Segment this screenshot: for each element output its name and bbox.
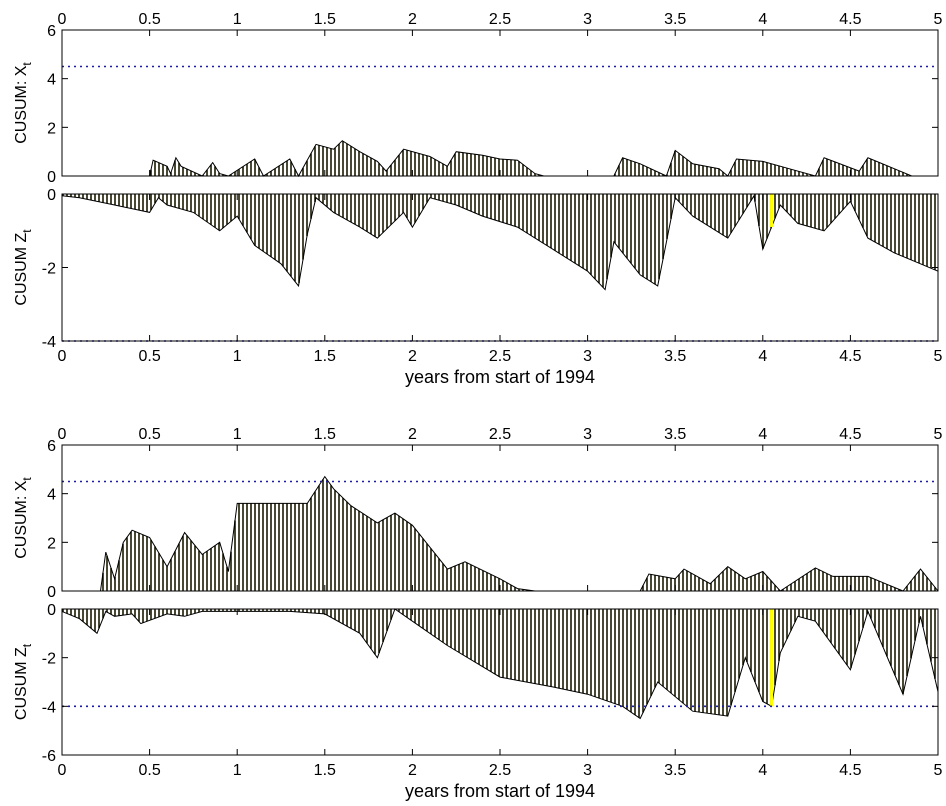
y-tick-label: 0 bbox=[47, 602, 56, 619]
x-tick-label: 0 bbox=[58, 762, 67, 779]
x-tick-label: 0.5 bbox=[138, 348, 160, 365]
cusum-line bbox=[62, 475, 939, 592]
y-tick-label: -6 bbox=[42, 748, 56, 765]
x-tick-label: 3 bbox=[583, 762, 592, 779]
x-tick-label: 0 bbox=[58, 11, 67, 28]
x-tick-label: 2 bbox=[408, 762, 417, 779]
y-tick-label: -2 bbox=[42, 651, 56, 668]
y-tick-label: 0 bbox=[47, 169, 56, 186]
x-tick-label: 4.5 bbox=[839, 762, 861, 779]
y-tick-label: 2 bbox=[47, 120, 56, 137]
y-tick-label: -2 bbox=[42, 261, 56, 278]
x-tick-label: 1.5 bbox=[314, 11, 336, 28]
x-tick-label: 3 bbox=[583, 11, 592, 28]
x-tick-label: 2.5 bbox=[489, 762, 511, 779]
x-tick-label: 0 bbox=[58, 426, 67, 443]
x-tick-label: 0 bbox=[58, 348, 67, 365]
y-tick-label: -4 bbox=[42, 699, 56, 716]
y-axis-label: CUSUM: Xt bbox=[13, 477, 34, 559]
x-tick-label: 5 bbox=[934, 426, 943, 443]
cusum-line bbox=[61, 608, 939, 720]
x-tick-label: 2 bbox=[408, 426, 417, 443]
x-tick-label: 3 bbox=[583, 348, 592, 365]
y-axis-label: CUSUM Zt bbox=[13, 643, 34, 720]
x-tick-label: 2.5 bbox=[489, 11, 511, 28]
y-tick-label: 0 bbox=[47, 584, 56, 601]
y-tick-label: 4 bbox=[47, 72, 56, 89]
x-axis-label: years from start of 1994 bbox=[405, 781, 595, 801]
x-tick-label: 3.5 bbox=[664, 426, 686, 443]
y-tick-label: -4 bbox=[42, 334, 56, 351]
y-tick-label: 6 bbox=[47, 438, 56, 455]
axes-box bbox=[61, 444, 939, 592]
y-tick-label: 0 bbox=[47, 187, 56, 204]
y-tick-label: 2 bbox=[47, 535, 56, 552]
x-tick-label: 3.5 bbox=[664, 11, 686, 28]
cusum-line bbox=[61, 194, 939, 291]
y-axis-label: CUSUM Zt bbox=[13, 229, 34, 306]
x-tick-label: 1.5 bbox=[314, 348, 336, 365]
x-tick-label: 5 bbox=[934, 11, 943, 28]
x-tick-label: 4 bbox=[758, 348, 767, 365]
x-tick-label: 2.5 bbox=[489, 426, 511, 443]
x-tick-label: 4 bbox=[758, 11, 767, 28]
upper-z-cusum-panel: 0 0.5 1 1.5 2 2.5 3 3.5 4 4.5 5 -4 -2 0 CUSUM Zt years … bbox=[13, 187, 943, 387]
upper-x-cusum-panel: 0 0.5 1 1.5 2 2.5 3 3.5 4 4.5 5 0 2 4 6 CUSUM: Xt bbox=[13, 11, 943, 186]
x-tick-label: 2 bbox=[408, 11, 417, 28]
axes-box bbox=[61, 29, 939, 177]
x-tick-label: 0.5 bbox=[138, 762, 160, 779]
x-tick-label: 4.5 bbox=[839, 426, 861, 443]
x-tick-label: 4.5 bbox=[839, 11, 861, 28]
x-tick-label: 1.5 bbox=[314, 426, 336, 443]
x-tick-label: 1 bbox=[233, 762, 242, 779]
lower-z-cusum-panel: 0 0.5 1 1.5 2 2.5 3 3.5 4 4.5 5 -6 -4 -2 0 CUSUM Zt year… bbox=[13, 602, 943, 801]
x-axis-label: years from start of 1994 bbox=[405, 367, 595, 387]
x-tick-label: 0.5 bbox=[138, 11, 160, 28]
lower-x-cusum-panel: 0 0.5 1 1.5 2 2.5 3 3.5 4 4.5 5 0 2 4 6 CUSUM: Xt bbox=[13, 426, 943, 601]
cusum-line bbox=[62, 140, 938, 178]
x-tick-label: 3.5 bbox=[664, 762, 686, 779]
x-tick-label: 5 bbox=[934, 348, 943, 365]
y-tick-label: 4 bbox=[47, 487, 56, 504]
axes-box bbox=[61, 608, 939, 756]
x-tick-label: 1 bbox=[233, 348, 242, 365]
x-tick-label: 2 bbox=[408, 348, 417, 365]
x-tick-label: 1 bbox=[233, 426, 242, 443]
x-tick-label: 4.5 bbox=[839, 348, 861, 365]
x-tick-label: 0.5 bbox=[138, 426, 160, 443]
x-tick-label: 3 bbox=[583, 426, 592, 443]
x-tick-label: 2.5 bbox=[489, 348, 511, 365]
x-tick-label: 3.5 bbox=[664, 348, 686, 365]
x-tick-label: 4 bbox=[758, 762, 767, 779]
x-tick-label: 4 bbox=[758, 426, 767, 443]
y-tick-label: 6 bbox=[47, 23, 56, 40]
x-tick-label: 1 bbox=[233, 11, 242, 28]
x-tick-label: 5 bbox=[934, 762, 943, 779]
y-axis-label: CUSUM: Xt bbox=[13, 62, 34, 144]
x-tick-label: 1.5 bbox=[314, 762, 336, 779]
